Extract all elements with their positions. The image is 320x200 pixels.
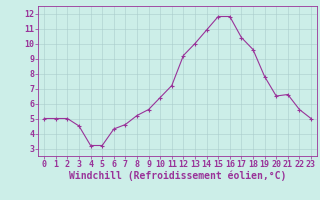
X-axis label: Windchill (Refroidissement éolien,°C): Windchill (Refroidissement éolien,°C) [69, 171, 286, 181]
